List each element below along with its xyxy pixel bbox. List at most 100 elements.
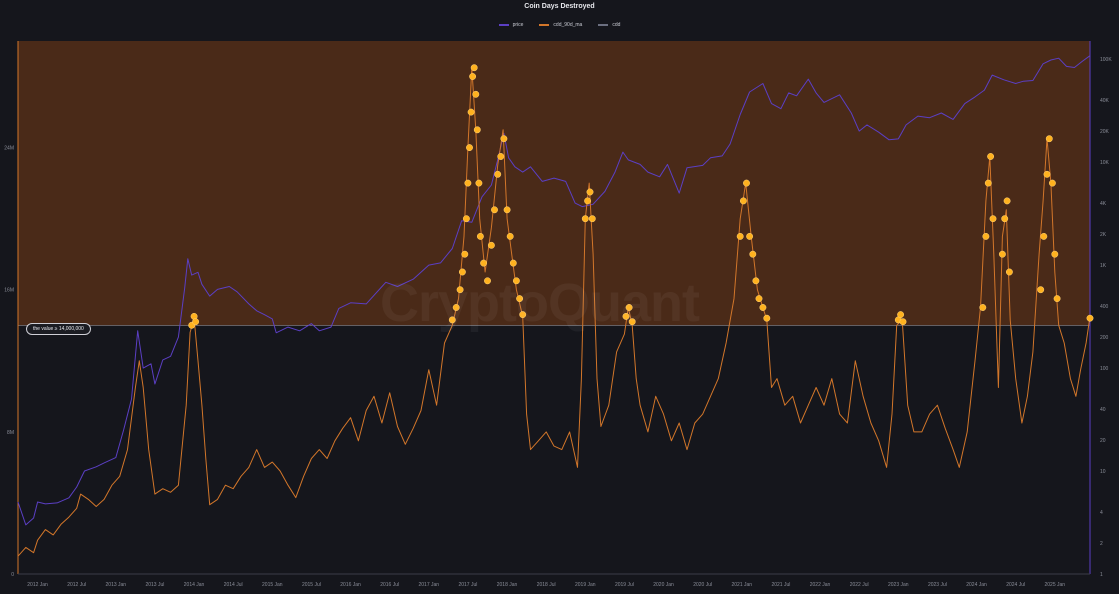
- legend-label-cdd-90d-ma: cdd_90d_ma: [553, 22, 583, 28]
- highlight-point: [1048, 179, 1056, 187]
- highlight-point: [516, 295, 524, 303]
- highlight-point: [743, 179, 750, 187]
- right-tick-label: 4: [1100, 510, 1103, 516]
- highlight-point: [484, 277, 491, 285]
- series-line-price: [17, 55, 1091, 526]
- x-tick-label: 2013 Jan: [106, 582, 127, 588]
- x-tick-label: 2018 Jul: [537, 582, 556, 588]
- highlight-point: [1051, 250, 1059, 258]
- highlight-point: [989, 215, 997, 223]
- highlight-point: [470, 64, 478, 72]
- right-tick-label: 1: [1100, 572, 1103, 578]
- left-tick-label: 8M: [7, 430, 14, 436]
- x-tick-label: 2015 Jul: [302, 582, 321, 588]
- x-tick-label: 2023 Jul: [928, 582, 947, 588]
- right-tick-label: 2: [1100, 541, 1103, 547]
- right-tick-label: 10: [1100, 469, 1106, 475]
- highlight-point: [899, 318, 907, 326]
- highlight-point: [500, 135, 508, 143]
- right-tick-label: 100: [1100, 366, 1109, 372]
- highlight-point: [752, 277, 760, 285]
- highlight-point: [458, 268, 466, 276]
- highlight-point: [588, 215, 596, 223]
- highlight-point: [192, 318, 200, 326]
- highlight-point: [1037, 286, 1045, 294]
- legend-swatch-price: [498, 24, 509, 26]
- x-tick-label: 2016 Jan: [340, 582, 361, 588]
- right-tick-label: 100K: [1100, 57, 1112, 63]
- x-tick-label: 2017 Jul: [458, 582, 477, 588]
- legend-label-price: price: [512, 22, 524, 28]
- x-tick-label: 2023 Jan: [888, 582, 909, 588]
- chart-title: Coin Days Destroyed: [524, 3, 595, 10]
- x-tick-label: 2021 Jul: [771, 582, 790, 588]
- highlight-point: [746, 232, 754, 240]
- right-tick-label: 200: [1100, 335, 1109, 341]
- highlight-point: [897, 311, 905, 319]
- x-tick-label: 2019 Jan: [575, 582, 596, 588]
- left-tick-label: 0: [11, 572, 14, 578]
- highlight-point: [755, 295, 763, 303]
- legend: price cdd_90d_ma cdd: [0, 22, 1119, 28]
- threshold-region: [18, 41, 1090, 326]
- highlight-point: [509, 259, 517, 267]
- x-tick-label: 2020 Jul: [693, 582, 712, 588]
- highlight-point: [581, 215, 589, 223]
- highlight-point: [469, 73, 477, 80]
- highlight-point: [462, 215, 470, 223]
- highlight-point: [759, 304, 767, 311]
- series-line-cdd-90d-ma: [17, 67, 1091, 557]
- highlight-point: [625, 304, 633, 311]
- highlight-point: [480, 259, 488, 267]
- right-tick-label: 400: [1100, 304, 1109, 310]
- x-tick-label: 2020 Jan: [653, 582, 674, 588]
- highlight-point: [1045, 135, 1053, 143]
- right-tick-label: 10K: [1100, 160, 1110, 166]
- right-tick-label: 1K: [1100, 263, 1107, 269]
- legend-item-cdd[interactable]: cdd: [598, 22, 620, 28]
- highlight-point: [739, 197, 747, 205]
- x-tick-label: 2022 Jul: [850, 582, 869, 588]
- highlight-point: [1043, 170, 1051, 178]
- highlight-point: [749, 250, 757, 258]
- legend-item-cdd-90d-ma[interactable]: cdd_90d_ma: [539, 22, 582, 28]
- x-tick-label: 2017 Jan: [419, 582, 440, 588]
- highlight-point: [763, 314, 771, 322]
- x-tick-label: 2012 Jan: [27, 582, 48, 588]
- highlight-point: [448, 316, 456, 324]
- right-tick-label: 20K: [1100, 129, 1110, 135]
- highlight-point: [476, 232, 484, 240]
- highlight-point: [506, 232, 514, 240]
- highlight-point: [998, 250, 1006, 258]
- legend-swatch-cdd-90d-ma: [539, 24, 550, 26]
- highlight-point: [628, 318, 636, 326]
- highlight-point: [452, 304, 460, 311]
- right-tick-label: 20: [1100, 438, 1106, 444]
- highlight-point: [467, 108, 475, 116]
- highlight-point: [464, 179, 472, 187]
- highlight-point: [586, 188, 594, 196]
- x-tick-label: 2012 Jul: [67, 582, 86, 588]
- x-tick-label: 2021 Jan: [732, 582, 753, 588]
- highlight-point: [584, 197, 592, 205]
- highlight-point: [1086, 314, 1094, 322]
- highlight-point: [987, 153, 995, 160]
- highlight-point: [1001, 215, 1009, 223]
- legend-item-price[interactable]: price: [498, 22, 524, 28]
- right-tick-label: 2K: [1100, 232, 1107, 238]
- highlight-point: [512, 277, 520, 285]
- highlight-point: [984, 179, 992, 187]
- highlight-point: [622, 312, 630, 320]
- highlight-point: [1053, 295, 1061, 303]
- x-tick-label: 2024 Jan: [966, 582, 987, 588]
- highlight-point: [497, 153, 505, 160]
- legend-label-cdd: cdd: [612, 22, 621, 28]
- highlight-point: [494, 170, 502, 178]
- highlight-point: [1040, 232, 1048, 240]
- highlight-point: [491, 206, 498, 214]
- x-tick-label: 2025 Jan: [1044, 582, 1065, 588]
- right-tick-label: 40: [1100, 407, 1106, 413]
- highlight-point: [456, 286, 464, 294]
- highlight-point: [1003, 197, 1011, 205]
